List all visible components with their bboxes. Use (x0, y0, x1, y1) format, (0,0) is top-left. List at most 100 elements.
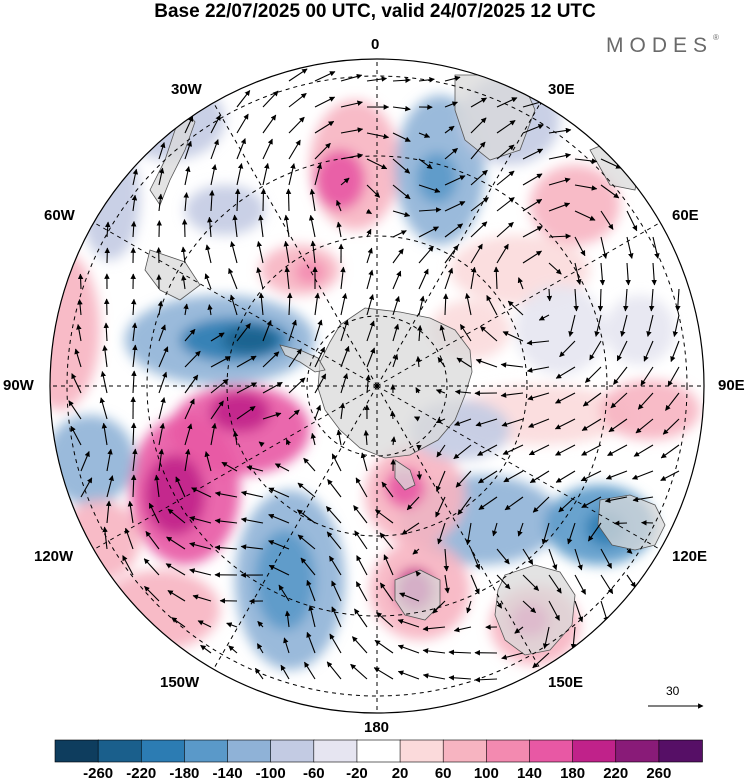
wind-vector-arrow-icon (355, 477, 368, 498)
wind-vector-arrow-icon (475, 358, 498, 368)
wind-vector-arrow-icon (548, 600, 560, 621)
wind-vector-arrow-icon (310, 432, 317, 446)
wind-vector-arrow-icon (297, 534, 316, 550)
wind-vector-arrow-icon (374, 509, 394, 524)
wind-vector-arrow-icon (514, 626, 524, 634)
wind-vector-arrow-icon (532, 652, 550, 669)
wind-vector-arrow-icon (331, 453, 342, 472)
colorbar-swatch (529, 739, 574, 763)
wind-vector-arrow-icon (262, 319, 272, 342)
wind-vector-arrow-icon (288, 348, 302, 368)
wind-vector-arrow-icon (336, 199, 342, 212)
wind-vector-arrow-icon (648, 288, 655, 312)
wind-vector-arrow-icon (548, 177, 571, 186)
lon-label-30w: 30W (171, 81, 202, 98)
wind-vector-arrow-icon (501, 652, 524, 660)
wind-vector-arrow-icon (132, 344, 138, 368)
lon-label-120w: 120W (34, 548, 74, 565)
wind-vector-arrow-icon (130, 474, 137, 498)
wind-vector-arrow-icon (548, 152, 572, 160)
wind-vector-arrow-icon (504, 496, 524, 511)
reference-vector-label: 30 (666, 684, 680, 698)
wind-vector-arrow-icon (444, 201, 466, 212)
wind-vector-arrow-icon (365, 208, 372, 215)
wind-vector-arrow-icon (522, 148, 544, 160)
wind-vector-arrow-icon (486, 295, 498, 316)
wind-vector-arrow-icon (184, 374, 199, 394)
wind-vector-arrow-icon (522, 226, 543, 238)
wind-vector-arrow-icon (210, 378, 229, 394)
wind-vector-arrow-icon (444, 223, 464, 238)
wind-vector-arrow-icon (672, 314, 680, 338)
wind-vector-arrow-icon (631, 470, 654, 480)
wind-vector-arrow-icon (418, 132, 431, 138)
colorbar-swatch (486, 739, 531, 763)
colorbar-swatch (140, 739, 186, 763)
wind-vector-arrow-icon (68, 400, 82, 420)
wind-vector-arrow-icon (492, 522, 498, 537)
wind-vector-arrow-icon (392, 158, 411, 174)
wind-vector-arrow-icon (392, 270, 402, 290)
wind-vector-arrow-icon (554, 418, 576, 430)
colorbar-tick-label: -60 (302, 765, 325, 782)
wind-vector-arrow-icon (258, 214, 264, 238)
wind-vector-arrow-icon (470, 141, 486, 160)
wind-vector-arrow-icon (353, 505, 368, 524)
wind-vector-arrow-icon (103, 322, 110, 342)
wind-vector-arrow-icon (437, 356, 446, 368)
wind-vector-arrow-icon (360, 452, 368, 472)
wind-vector-arrow-icon (340, 319, 349, 342)
wind-vector-arrow-icon (670, 340, 680, 363)
wind-vector-arrow-icon (574, 574, 586, 595)
wind-vector-arrow-icon (667, 366, 680, 387)
wind-vector-arrow-icon (633, 444, 654, 457)
wind-vector-arrow-icon (340, 345, 350, 368)
wind-vector-arrow-icon (262, 381, 283, 394)
colorbar (54, 739, 703, 763)
wind-vector-arrow-icon (570, 626, 577, 650)
wind-vector-arrow-icon (379, 582, 394, 602)
wind-vector-arrow-icon (246, 465, 264, 472)
wind-vector-arrow-icon (444, 244, 459, 264)
wind-vector-arrow-icon (105, 500, 112, 524)
wind-vector-arrow-icon (210, 114, 221, 134)
wind-vector-arrow-icon (131, 322, 138, 342)
wind-vector-arrow-icon (444, 125, 455, 134)
wind-vector-arrow-icon (148, 502, 160, 524)
wind-vector-arrow-icon (522, 250, 542, 264)
wind-vector-arrow-icon (306, 631, 316, 654)
wind-vector-arrow-icon (262, 412, 282, 420)
wind-vector-arrow-icon (392, 230, 407, 238)
wind-vector-arrow-icon (340, 177, 350, 186)
wind-vector-arrow-icon (366, 247, 373, 264)
wind-vector-arrow-icon (422, 648, 446, 654)
wind-vector-arrow-icon (454, 389, 472, 395)
wind-vector-arrow-icon (132, 448, 138, 472)
wind-vector-arrow-icon (526, 366, 550, 373)
wind-vector-arrow-icon (366, 158, 388, 170)
wind-vector-arrow-icon (600, 574, 614, 595)
wind-vector-arrow-icon (496, 144, 515, 160)
wind-vector-arrow-icon (477, 444, 498, 456)
wind-vector-arrow-icon (339, 402, 346, 420)
wind-vector-arrow-icon (284, 266, 290, 290)
wind-vector-arrow-icon (296, 509, 316, 524)
graticule (50, 59, 704, 713)
wind-vector-arrow-icon (660, 444, 680, 459)
wind-vector-arrow-icon (574, 548, 583, 571)
wind-vector-arrow-icon (422, 673, 446, 680)
wind-vector-arrow-icon (236, 355, 257, 368)
wind-vector-arrow-icon (122, 555, 134, 576)
wind-vector-arrow-icon (496, 197, 515, 212)
wind-vector-arrow-icon (496, 548, 510, 565)
wind-vector-arrow-icon (262, 138, 273, 160)
wind-vector-arrow-icon (555, 392, 576, 404)
wind-vector-arrow-icon (415, 356, 422, 368)
wind-vector-arrow-icon (651, 262, 657, 286)
colorbar-tick-label: 140 (516, 765, 542, 782)
wind-vector-arrow-icon (288, 68, 308, 82)
wind-vector-arrow-icon (268, 564, 290, 576)
wind-vector-arrow-icon (581, 496, 602, 508)
wind-vector-arrow-icon (184, 166, 191, 186)
wind-vector-arrow-icon (623, 288, 629, 312)
